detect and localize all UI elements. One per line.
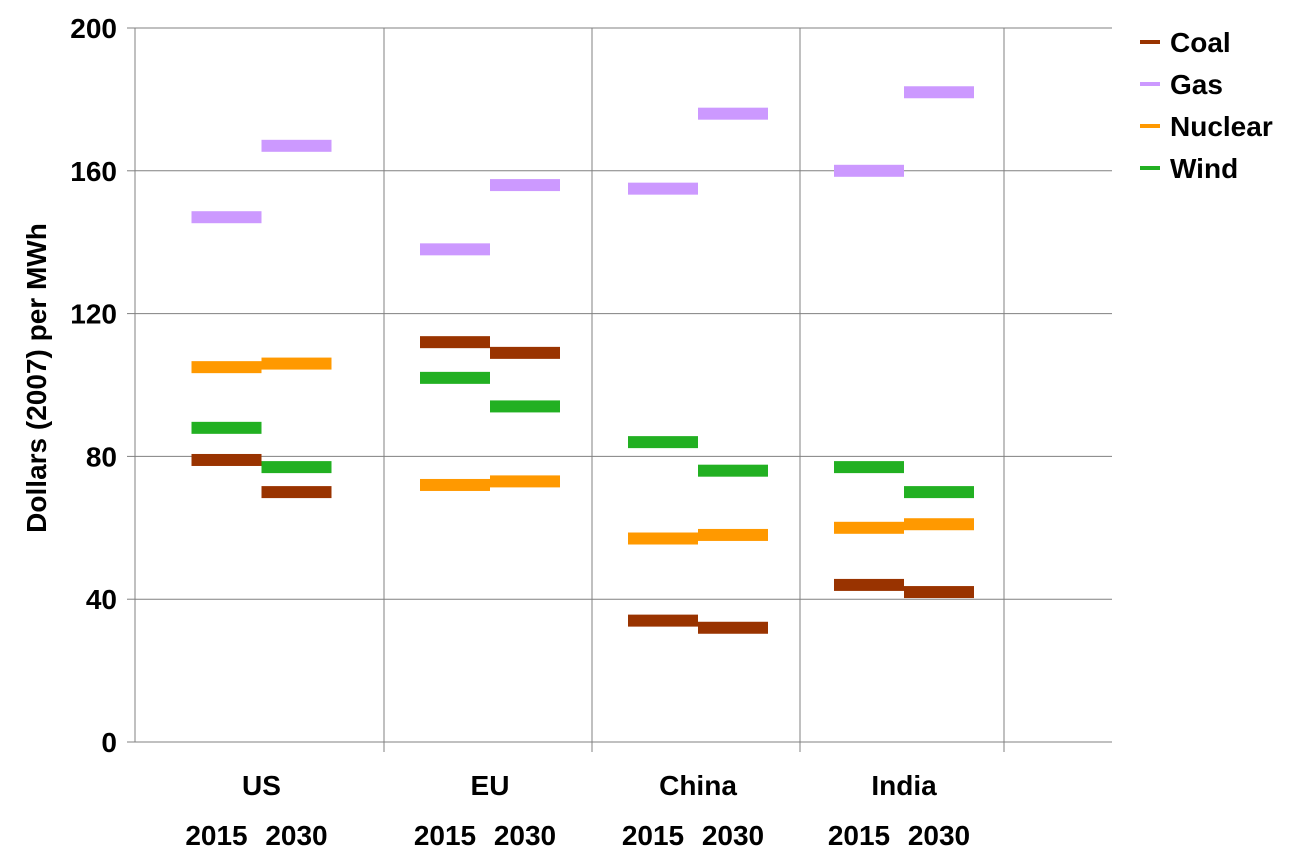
mark-wind-india-2015 <box>834 461 904 474</box>
mark-wind-china-2030 <box>698 464 768 477</box>
y-tick-label: 120 <box>70 299 117 330</box>
y-tick-label: 200 <box>70 13 117 44</box>
mark-gas-china-2030 <box>698 107 768 120</box>
mark-wind-eu-2015 <box>420 371 490 384</box>
mark-nuclear-india-2030 <box>904 518 974 531</box>
y-tick-label: 40 <box>86 584 117 615</box>
mark-wind-us-2015 <box>191 421 262 434</box>
mark-coal-us-2015 <box>191 453 262 466</box>
x-category-label: India <box>871 770 937 801</box>
mark-gas-india-2030 <box>904 86 974 99</box>
legend-label-nuclear: Nuclear <box>1170 111 1273 142</box>
x-year-label: 2015 <box>185 820 247 851</box>
mark-gas-eu-2015 <box>420 243 490 256</box>
mark-nuclear-us-2015 <box>191 361 262 374</box>
mark-nuclear-us-2030 <box>261 357 332 370</box>
mark-nuclear-eu-2015 <box>420 478 490 491</box>
mark-nuclear-india-2015 <box>834 521 904 534</box>
data-marks <box>191 86 974 634</box>
mark-coal-china-2030 <box>698 621 768 634</box>
mark-coal-eu-2030 <box>490 346 560 359</box>
mark-gas-us-2030 <box>261 139 332 152</box>
mark-wind-china-2015 <box>628 436 698 449</box>
x-year-label: 2030 <box>702 820 764 851</box>
x-year-label: 2030 <box>265 820 327 851</box>
x-year-label: 2015 <box>414 820 476 851</box>
grid <box>135 27 1112 600</box>
mark-coal-us-2030 <box>261 486 332 499</box>
x-category-label: EU <box>471 770 510 801</box>
mark-wind-eu-2030 <box>490 400 560 413</box>
axis-labels: 0 40 80 120 160 200 Dollars (2007) per MWh US 20… <box>21 13 970 851</box>
mark-coal-india-2030 <box>904 586 974 599</box>
x-year-label: 2030 <box>908 820 970 851</box>
legend: Coal Gas Nuclear Wind <box>1140 27 1273 184</box>
mark-wind-india-2030 <box>904 486 974 499</box>
y-tick-label: 80 <box>86 441 117 472</box>
x-category-label: China <box>659 770 737 801</box>
y-tick-label: 160 <box>70 156 117 187</box>
mark-gas-us-2015 <box>191 211 262 224</box>
mark-wind-us-2030 <box>261 461 332 474</box>
legend-label-wind: Wind <box>1170 153 1238 184</box>
y-tick-label: 0 <box>101 727 117 758</box>
mark-gas-china-2015 <box>628 182 698 195</box>
axes <box>127 27 1112 752</box>
mark-nuclear-eu-2030 <box>490 475 560 488</box>
mark-gas-india-2015 <box>834 164 904 177</box>
x-category-label: US <box>242 770 281 801</box>
y-axis-title: Dollars (2007) per MWh <box>21 223 52 533</box>
x-year-label: 2030 <box>494 820 556 851</box>
legend-label-coal: Coal <box>1170 27 1231 58</box>
x-year-label: 2015 <box>622 820 684 851</box>
mark-nuclear-china-2030 <box>698 528 768 541</box>
mark-nuclear-china-2015 <box>628 532 698 545</box>
mark-coal-india-2015 <box>834 578 904 591</box>
mark-coal-eu-2015 <box>420 336 490 349</box>
x-year-label: 2015 <box>828 820 890 851</box>
legend-label-gas: Gas <box>1170 69 1223 100</box>
mark-gas-eu-2030 <box>490 179 560 192</box>
mark-coal-china-2015 <box>628 614 698 627</box>
